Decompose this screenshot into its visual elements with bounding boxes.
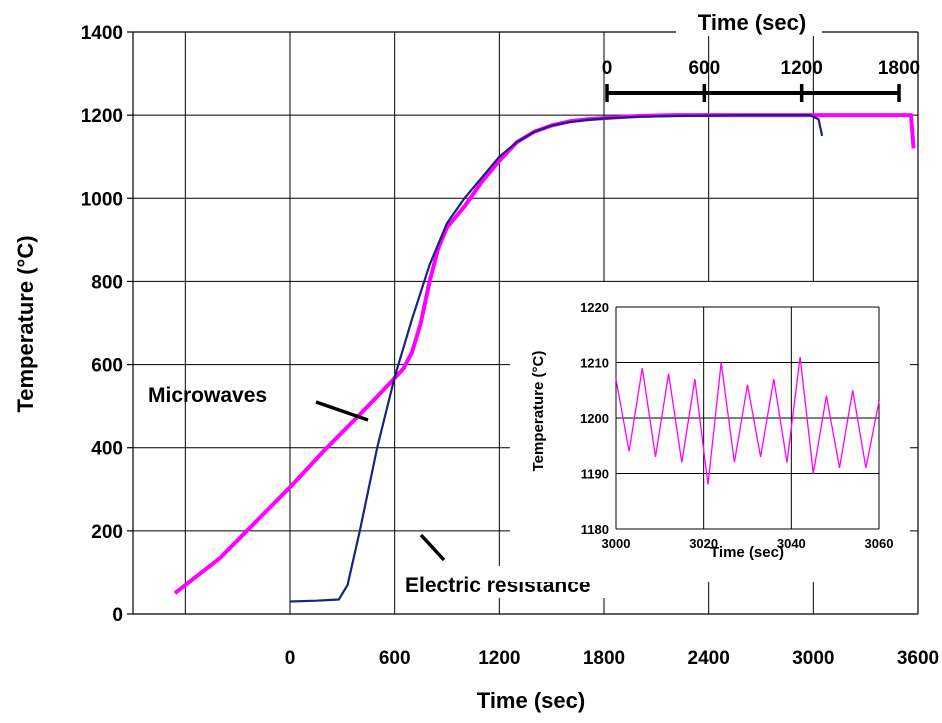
secondary-time-axis: Time (sec) 0 600 1200 1800 <box>602 6 920 102</box>
main-x-tick-label: 1200 <box>478 648 520 669</box>
inset-x-tick-label: 3060 <box>865 536 894 551</box>
inset-y-tick-label: 1190 <box>581 467 609 482</box>
main-y-tick-label: 800 <box>91 272 123 293</box>
inset-series-line-path <box>615 356 880 485</box>
annotation-electric-pointer <box>419 533 446 562</box>
secondary-x-axis-title: Time (sec) <box>698 10 806 35</box>
main-y-tick-labels: 0 200 400 600 800 1000 1200 1400 <box>81 23 123 626</box>
secondary-axis-tick-label: 600 <box>688 58 720 79</box>
main-y-tick-label: 400 <box>91 439 123 460</box>
main-x-tick-label: 600 <box>379 648 411 669</box>
main-y-tick-label: 1400 <box>81 23 123 44</box>
main-y-tick-label: 0 <box>112 605 123 626</box>
inset-x-tick-label: 3040 <box>777 536 806 551</box>
main-x-tick-labels: 0 600 1200 1800 2400 3000 3600 <box>285 648 939 669</box>
main-x-tick-label: 3000 <box>792 648 834 669</box>
main-y-tick-label: 600 <box>91 356 123 377</box>
inset-chart: 1180 1190 1200 1210 1220 3000 3020 3040 3060 Ti… <box>510 282 910 582</box>
annotation-microwaves-pointer <box>315 400 369 422</box>
main-x-tick-label: 3600 <box>897 648 939 669</box>
main-series-lines <box>173 113 916 603</box>
main-x-tick-label: 1800 <box>583 648 625 669</box>
series-line-electric-resistance <box>289 113 824 603</box>
main-y-tick-label: 200 <box>91 522 123 543</box>
main-y-tick-label: 1200 <box>81 106 123 127</box>
inset-y-tick-label: 1210 <box>580 356 609 371</box>
main-x-axis-title: Time (sec) <box>477 688 585 713</box>
annotation-microwaves: Microwaves <box>148 384 369 422</box>
inset-y-tick-label: 1200 <box>580 411 609 426</box>
inset-x-tick-label: 3000 <box>602 536 631 551</box>
main-y-tick-label: 1000 <box>81 189 123 210</box>
inset-x-tick-label: 3020 <box>689 536 718 551</box>
inset-gridlines <box>615 306 880 530</box>
inset-background <box>510 282 910 582</box>
annotation-microwaves-label: Microwaves <box>148 384 267 407</box>
inset-x-axis-title: Time (sec) <box>710 544 784 561</box>
main-y-axis-title: Temperature (°C) <box>13 235 38 412</box>
inset-series-line <box>615 356 880 485</box>
inset-y-tick-label: 1220 <box>580 300 609 315</box>
main-x-tick-label: 0 <box>285 648 296 669</box>
inset-y-tick-label: 1180 <box>581 522 609 537</box>
inset-y-tick-labels: 1180 1190 1200 1210 1220 <box>580 300 609 537</box>
secondary-axis-tick-label: 0 <box>602 58 613 79</box>
main-x-tick-label: 2400 <box>688 648 730 669</box>
inset-y-axis-title: Temperature (°C) <box>530 351 547 472</box>
inset-x-tick-labels: 3000 3020 3040 3060 <box>602 536 894 551</box>
secondary-axis-tick-label: 1800 <box>878 58 920 79</box>
secondary-axis-tick-label: 1200 <box>781 58 823 79</box>
secondary-axis-title-bg <box>676 6 822 36</box>
